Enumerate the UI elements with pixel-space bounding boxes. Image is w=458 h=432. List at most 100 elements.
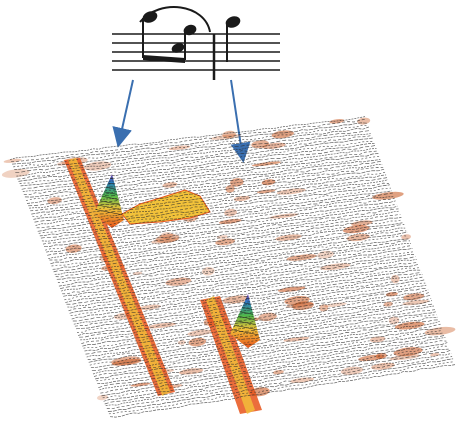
noise-blob	[257, 189, 276, 194]
trace-line	[58, 238, 410, 287]
trace-line	[40, 192, 393, 239]
trace-line	[41, 196, 394, 242]
waterfall-plot	[1, 116, 456, 418]
trace-line	[108, 361, 455, 415]
noise-blob	[401, 234, 411, 240]
trace-line	[97, 332, 444, 385]
trace-line	[72, 272, 422, 322]
peak-contour	[105, 187, 117, 190]
trace-line	[45, 203, 397, 251]
trace-line	[68, 262, 418, 312]
trace-line	[100, 340, 447, 394]
trace-line	[43, 200, 396, 248]
note-head	[171, 43, 185, 53]
noise-blob	[188, 337, 207, 347]
noise-blob	[178, 368, 204, 375]
trace-line	[92, 321, 440, 375]
noise-blob	[215, 238, 235, 246]
music-notation	[112, 6, 280, 80]
trace-line	[64, 251, 414, 301]
trace-line	[22, 148, 377, 192]
trace-line	[48, 210, 400, 259]
noise-blob	[168, 145, 191, 151]
noise-blob	[3, 158, 22, 163]
trace-line	[109, 364, 456, 418]
trace-line	[103, 348, 450, 402]
trace-line	[76, 282, 426, 333]
beam	[143, 55, 185, 63]
trace-line	[95, 327, 442, 380]
noise-blob	[65, 244, 82, 253]
noise-blob	[130, 382, 151, 387]
noise-blob	[277, 286, 306, 292]
trace-line	[46, 205, 398, 253]
trace-line	[59, 240, 410, 290]
trace-line	[14, 126, 369, 170]
noise-blob	[187, 329, 213, 336]
trace-line	[62, 245, 412, 295]
noise-blob	[269, 213, 299, 219]
noise-blob	[369, 336, 386, 343]
trace-line	[74, 276, 424, 327]
trace-line	[20, 143, 375, 187]
peak-contour	[101, 195, 119, 200]
slurred-beamed-group	[139, 6, 211, 63]
trace-line	[106, 356, 453, 410]
trace-line	[49, 213, 401, 261]
trace-line	[90, 316, 438, 369]
arrows	[112, 79, 251, 163]
trace-line	[65, 253, 415, 303]
trace-line	[91, 319, 439, 371]
trace-line	[86, 305, 434, 358]
trace-line	[93, 323, 441, 377]
trace-line	[57, 235, 409, 283]
noise-blob	[155, 233, 180, 244]
noise-blob	[385, 291, 398, 297]
trace-line	[96, 330, 443, 382]
noise-blob	[283, 336, 310, 342]
trace-line	[56, 231, 408, 280]
trace-line	[63, 247, 413, 297]
noise-blob	[262, 142, 286, 149]
trace-line	[104, 349, 451, 405]
noise-blob	[233, 195, 251, 202]
staff	[112, 33, 280, 71]
noise-blob	[222, 295, 250, 304]
trace-line	[51, 219, 403, 267]
noise-blob	[357, 117, 371, 125]
trace-line	[102, 345, 449, 399]
note-head	[142, 11, 158, 23]
trace-line	[38, 187, 391, 234]
trace-line	[53, 224, 405, 273]
noise-blob	[151, 237, 179, 244]
noise-blob	[319, 304, 329, 312]
trace-line	[77, 284, 427, 336]
peak-contour	[237, 315, 255, 320]
noise-blob	[96, 394, 109, 401]
noise-blob	[371, 362, 395, 370]
trace-line	[50, 217, 402, 265]
noise-blob	[403, 293, 425, 301]
noise-blob	[275, 234, 302, 241]
trace-line	[36, 182, 389, 229]
noise-blob	[276, 188, 306, 195]
trace-line	[81, 292, 430, 345]
peak-contour	[109, 178, 114, 180]
trace-line	[70, 267, 420, 317]
trace-line	[107, 358, 454, 412]
trace-line	[79, 287, 428, 338]
trace-line	[101, 342, 448, 397]
arrow-to-first-ridge	[112, 79, 134, 148]
trace-line	[29, 163, 383, 209]
trace-line	[47, 208, 399, 256]
noise-blob	[289, 377, 315, 383]
ridge-peak	[230, 294, 260, 348]
trace-line	[33, 174, 387, 220]
trace-line	[42, 197, 395, 245]
noise-blob	[47, 197, 62, 205]
noise-blob	[251, 140, 269, 149]
noise-blob	[284, 295, 310, 305]
noise-blob	[324, 302, 347, 308]
trace-line	[84, 300, 433, 352]
trace-line	[30, 167, 384, 212]
